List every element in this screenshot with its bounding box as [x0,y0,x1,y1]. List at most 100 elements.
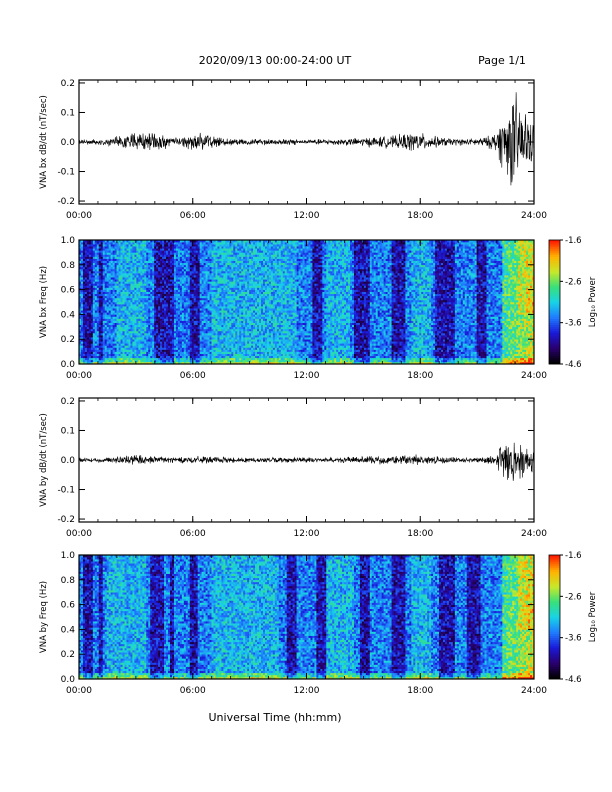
spectrogram-cell [170,300,172,302]
spectrogram-cell [99,337,101,339]
spectrogram-cell [148,321,150,323]
spectrogram-cell [125,323,127,325]
spectrogram-cell [91,302,93,304]
spectrogram-cell [208,341,210,343]
spectrogram-cell [190,310,192,312]
spectrogram-cell [239,325,241,327]
spectrogram-cell [95,333,97,335]
spectrogram-cell [231,325,233,327]
spectrogram-cell [119,242,121,244]
spectrogram-cell [214,244,216,246]
spectrogram-cell [180,310,182,312]
spectrogram-cell [196,263,198,265]
spectrogram-cell [210,321,212,323]
spectrogram-cell [128,314,130,316]
spectrogram-cell [101,250,103,252]
spectrogram-cell [229,347,231,349]
spectrogram-cell [109,354,111,356]
spectrogram-cell [225,281,227,283]
spectrogram-cell [130,302,132,304]
spectrogram-cell [212,350,214,352]
spectrogram-cell [126,269,128,271]
spectrogram-cell [125,321,127,323]
spectrogram-cell [204,244,206,246]
spectrogram-cell [99,273,101,275]
spectrogram-cell [134,333,136,335]
spectrogram-cell [111,339,113,341]
spectrogram-cell [184,252,186,254]
spectrogram-cell [130,279,132,281]
spectrogram-cell [111,325,113,327]
spectrogram-cell [152,321,154,323]
spectrogram-cell [138,248,140,250]
spectrogram-cell [223,250,225,252]
spectrogram-cell [111,323,113,325]
spectrogram-cell [91,312,93,314]
spectrogram-cell [109,298,111,300]
spectrogram-cell [176,321,178,323]
spectrogram-cell [206,312,208,314]
spectrogram-cell [216,306,218,308]
spectrogram-cell [115,254,117,256]
spectrogram-cell [235,257,237,259]
spectrogram-cell [219,360,221,362]
spectrogram-cell [188,277,190,279]
spectrogram-cell [134,248,136,250]
spectrogram-cell [132,246,134,248]
spectrogram-cell [208,350,210,352]
spectrogram-cell [170,281,172,283]
spectrogram-cell [225,261,227,263]
spectrogram-cell [239,288,241,290]
spectrogram-cell [109,350,111,352]
spectrogram-cell [103,283,105,285]
spectrogram-cell [85,242,87,244]
spectrogram-cell [97,358,99,360]
spectrogram-cell [115,257,117,259]
spectrogram-cell [97,302,99,304]
spectrogram-cell [206,325,208,327]
spectrogram-cell [188,261,190,263]
spectrogram-cell [210,259,212,261]
spectrogram-cell [166,252,168,254]
spectrogram-cell [85,263,87,265]
spectrogram-cell [99,345,101,347]
spectrogram-cell [83,294,85,296]
spectrogram-cell [235,281,237,283]
spectrogram-cell [81,252,83,254]
spectrogram-cell [140,350,142,352]
spectrogram-cell [208,290,210,292]
spectrogram-cell [202,281,204,283]
spectrogram-cell [128,321,130,323]
spectrogram-cell [233,275,235,277]
spectrogram-cell [237,329,239,331]
spectrogram-cell [164,356,166,358]
spectrogram-cell [146,269,148,271]
spectrogram-cell [214,333,216,335]
spectrogram-cell [160,300,162,302]
spectrogram-cell [160,312,162,314]
spectrogram-cell [152,281,154,283]
spectrogram-cell [81,327,83,329]
spectrogram-cell [146,350,148,352]
spectrogram-cell [152,300,154,302]
spectrogram-cell [188,331,190,333]
spectrogram-cell [109,248,111,250]
spectrogram-cell [237,244,239,246]
spectrogram-cell [225,277,227,279]
spectrogram-cell [97,269,99,271]
spectrogram-cell [176,261,178,263]
spectrogram-cell [198,319,200,321]
spectrogram-cell [170,294,172,296]
spectrogram-cell [99,250,101,252]
spectrogram-cell [166,347,168,349]
spectrogram-cell [142,337,144,339]
spectrogram-cell [148,308,150,310]
spectrogram-cell [162,337,164,339]
spectrogram-cell [130,345,132,347]
spectrogram-cell [95,296,97,298]
spectrogram-cell [132,279,134,281]
spectrogram-cell [125,242,127,244]
spectrogram-cell [158,314,160,316]
spectrogram-cell [180,254,182,256]
spectrogram-cell [97,252,99,254]
